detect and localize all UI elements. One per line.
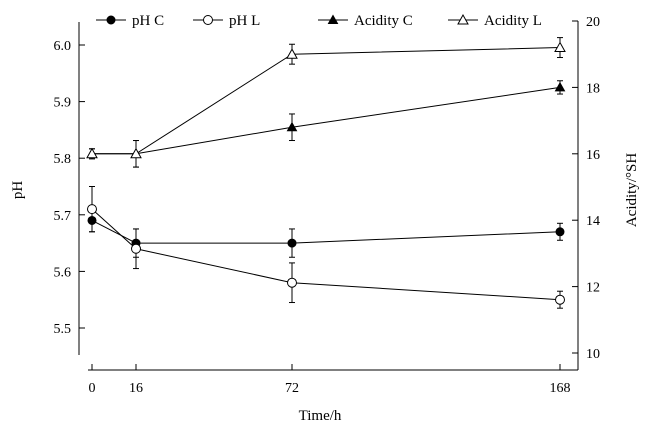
x-tick-label: 168 bbox=[550, 381, 571, 396]
series-line-ph-c bbox=[91, 220, 561, 244]
data-point-acidity-c bbox=[286, 121, 298, 132]
legend-label-acidity-c: Acidity C bbox=[354, 13, 413, 29]
data-point-ph-c bbox=[287, 238, 297, 248]
left-y-tick-label: 5.5 bbox=[54, 322, 72, 337]
legend-marker-ph-c bbox=[106, 15, 116, 25]
legend: pH C pH L Acidity C Acidity L bbox=[96, 13, 542, 29]
legend-marker-ph-l bbox=[203, 15, 213, 25]
x-axis-label: Time/h bbox=[299, 408, 342, 424]
legend-label-ph-l: pH L bbox=[229, 13, 260, 29]
series-layer bbox=[86, 37, 566, 309]
left-y-axis-label: pH bbox=[10, 181, 26, 200]
legend-label-ph-c: pH C bbox=[132, 13, 164, 29]
data-point-ph-l bbox=[131, 243, 141, 254]
series-acidity-l bbox=[86, 37, 566, 168]
right-y-axis-label: Acidity/°SH bbox=[624, 153, 640, 228]
legend-marker-acidity-c bbox=[327, 14, 339, 24]
data-point-ph-c bbox=[555, 227, 565, 237]
data-point-acidity-c bbox=[554, 81, 566, 92]
axes: 5.5 5.6 5.7 5.8 5.9 6.0 10 12 14 16 18 20 0 16 72 168 bbox=[54, 15, 601, 396]
series-acidity-c bbox=[86, 80, 566, 168]
x-tick-label: 16 bbox=[129, 381, 143, 396]
right-y-tick-label: 10 bbox=[586, 347, 600, 362]
series-line-acidity-l bbox=[92, 47, 561, 155]
left-y-tick-label: 5.8 bbox=[54, 152, 72, 167]
series-line-acidity-c bbox=[92, 86, 561, 155]
series-line-ph-l bbox=[91, 208, 561, 301]
data-point-ph-l bbox=[87, 204, 97, 215]
right-y-tick-label: 14 bbox=[586, 214, 600, 229]
right-y-tick-label: 20 bbox=[586, 15, 600, 30]
left-y-tick-label: 5.6 bbox=[54, 265, 72, 280]
series-ph-c bbox=[87, 208, 565, 258]
data-point-acidity-l bbox=[286, 48, 298, 59]
x-tick-label: 72 bbox=[285, 381, 299, 396]
data-point-ph-l bbox=[555, 294, 565, 305]
left-y-tick-label: 6.0 bbox=[54, 39, 72, 54]
right-y-tick-label: 16 bbox=[586, 148, 600, 163]
right-y-tick-label: 12 bbox=[586, 281, 600, 296]
data-point-ph-l bbox=[287, 277, 297, 288]
left-y-tick-label: 5.7 bbox=[54, 209, 72, 224]
series-ph-l bbox=[87, 186, 565, 309]
data-point-acidity-l bbox=[86, 147, 98, 159]
left-y-tick-label: 5.9 bbox=[54, 96, 72, 111]
x-tick-label: 0 bbox=[89, 381, 96, 396]
right-y-tick-label: 18 bbox=[586, 81, 600, 96]
data-point-acidity-l bbox=[554, 41, 566, 53]
legend-label-acidity-l: Acidity L bbox=[484, 13, 542, 29]
legend-marker-acidity-l bbox=[457, 13, 469, 25]
data-point-acidity-l bbox=[130, 147, 142, 159]
